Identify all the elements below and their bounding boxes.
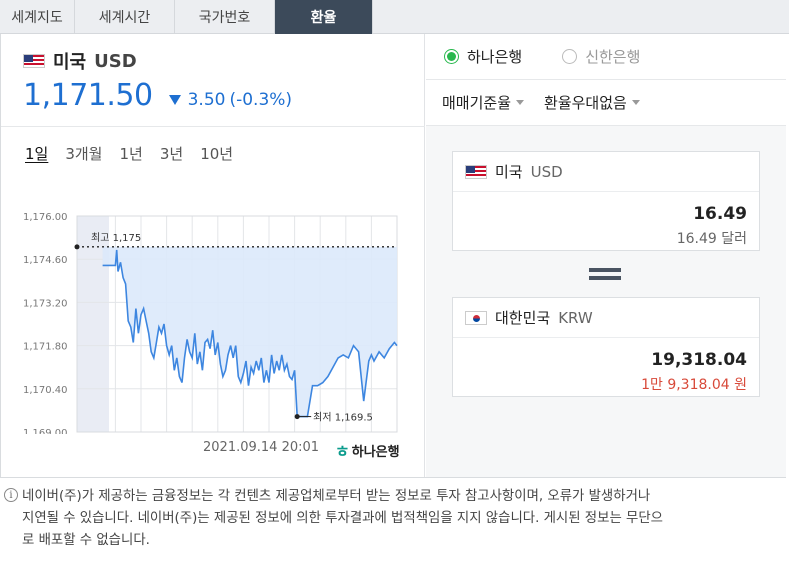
- preferential-rate-label: 환율우대없음: [544, 94, 627, 112]
- from-amount-value: 16.49: [693, 204, 747, 224]
- converter-panel: 하나은행 신한은행 매매기준율 환율우대없음 미국 USD: [426, 34, 786, 477]
- chart-timestamp: 2021.09.14 20:01: [203, 440, 320, 455]
- tab-bar: 세계지도 세계시간 국가번호 환율: [0, 0, 789, 34]
- high-marker: [74, 244, 80, 250]
- exchange-panel: 미국 USD 1,171.50 3.50 (-0.3%) 1일 3개월 1년 3…: [0, 34, 786, 478]
- rate-line: [102, 249, 398, 418]
- rate-type-label: 매매기준율: [442, 94, 512, 112]
- rate-options: 매매기준율 환율우대없음: [426, 80, 786, 126]
- change-amount: 3.50: [187, 90, 226, 110]
- from-currency-box: 미국 USD 16.49 16.49 달러: [452, 151, 760, 251]
- radio-checked-icon: [444, 49, 459, 64]
- to-amount-text: 1만 9,318.04 원: [641, 377, 747, 393]
- divider: [1, 126, 425, 127]
- period-1y[interactable]: 1년: [119, 145, 143, 163]
- low-marker: [294, 414, 300, 420]
- current-price: 1,171.50: [23, 78, 153, 113]
- rate-type-dropdown[interactable]: 매매기준율: [442, 92, 525, 113]
- y-tick-label: 1,169.00: [23, 428, 68, 434]
- from-amount-text: 16.49 달러: [676, 231, 747, 247]
- from-country: 미국: [495, 163, 523, 181]
- price-change: 3.50 (-0.3%): [168, 90, 293, 110]
- high-label: 최고 1,175: [91, 232, 141, 244]
- y-tick-label: 1,170.40: [23, 385, 68, 396]
- us-flag-icon: [465, 164, 487, 179]
- to-amount-input[interactable]: 19,318.04 1만 9,318.04 원: [453, 338, 759, 396]
- to-currency-box: 대한민국 KRW 19,318.04 1만 9,318.04 원: [452, 297, 760, 397]
- tab-bar-filler: [373, 0, 789, 33]
- period-3m[interactable]: 3개월: [65, 145, 103, 163]
- to-amount-value: 19,318.04: [651, 350, 747, 370]
- disclaimer-line: 지연될 수 있습니다. 네이버(주)는 제공된 정보에 의한 투자결과에 법적책…: [22, 511, 663, 526]
- period-selector: 1일 3개월 1년 3년 10년: [25, 143, 233, 164]
- y-tick-label: 1,173.20: [23, 298, 68, 309]
- to-country: 대한민국: [495, 309, 551, 327]
- chevron-down-icon: [516, 100, 525, 105]
- info-icon: i: [4, 488, 18, 502]
- radio-unchecked-icon: [562, 49, 578, 64]
- disclaimer-line: 로 배포할 수 없습니다.: [22, 533, 150, 548]
- y-tick-label: 1,171.80: [23, 342, 68, 353]
- tab-world-time[interactable]: 세계시간: [75, 0, 175, 34]
- area-fill: [102, 246, 397, 417]
- from-amount-input[interactable]: 16.49 16.49 달러: [453, 192, 759, 250]
- bank-radio-group: 하나은행 신한은행: [426, 34, 786, 80]
- period-10y[interactable]: 10년: [200, 145, 234, 163]
- equals-icon: [589, 268, 621, 280]
- rate-chart-panel: 미국 USD 1,171.50 3.50 (-0.3%) 1일 3개월 1년 3…: [1, 34, 425, 477]
- bank-logo-text: 하나은행: [351, 444, 400, 460]
- price-row: 1,171.50 3.50 (-0.3%): [23, 78, 292, 113]
- y-tick-label: 1,176.00: [23, 212, 68, 223]
- to-currency-select[interactable]: 대한민국 KRW: [453, 298, 759, 338]
- chevron-down-icon: [631, 100, 640, 105]
- down-arrow-icon: [168, 95, 181, 105]
- radio-hana-label: 하나은행: [467, 48, 523, 66]
- from-currency-select[interactable]: 미국 USD: [453, 152, 759, 192]
- period-3y[interactable]: 3년: [159, 145, 184, 163]
- radio-shinhan-label: 신한은행: [585, 48, 641, 66]
- currency-code: USD: [94, 50, 137, 72]
- hana-bank-logo: ㅎ 하나은행: [335, 438, 400, 462]
- change-percent: (-0.3%): [229, 90, 293, 110]
- radio-hana-bank[interactable]: 하나은행: [444, 46, 522, 67]
- currency-country: 미국: [53, 52, 87, 73]
- disclaimer-line: 네이버(주)가 제공하는 금융정보는 각 컨텐츠 제공업체로부터 받는 정보로 …: [22, 489, 651, 504]
- radio-shinhan-bank[interactable]: 신한은행: [562, 46, 640, 67]
- preferential-rate-dropdown[interactable]: 환율우대없음: [544, 92, 640, 113]
- to-code: KRW: [558, 308, 593, 327]
- low-label: 최저 1,169.5: [313, 412, 373, 424]
- tab-exchange-rate[interactable]: 환율: [275, 0, 373, 34]
- period-1d[interactable]: 1일: [25, 145, 49, 163]
- hana-logo-icon: ㅎ: [335, 442, 350, 461]
- y-tick-label: 1,174.60: [23, 255, 68, 266]
- from-code: USD: [530, 162, 563, 181]
- tab-country-code[interactable]: 국가번호: [175, 0, 275, 34]
- tab-world-map[interactable]: 세계지도: [0, 0, 75, 34]
- exchange-rate-chart: 1,176.00 1,174.60 1,173.20 1,171.80 1,170.40…: [23, 212, 398, 434]
- currency-header: 미국 USD: [23, 48, 137, 74]
- kr-flag-icon: [465, 310, 487, 325]
- us-flag-icon: [23, 54, 45, 68]
- disclaimer-notice: 네이버(주)가 제공하는 금융정보는 각 컨텐츠 제공업체로부터 받는 정보로 …: [0, 486, 789, 552]
